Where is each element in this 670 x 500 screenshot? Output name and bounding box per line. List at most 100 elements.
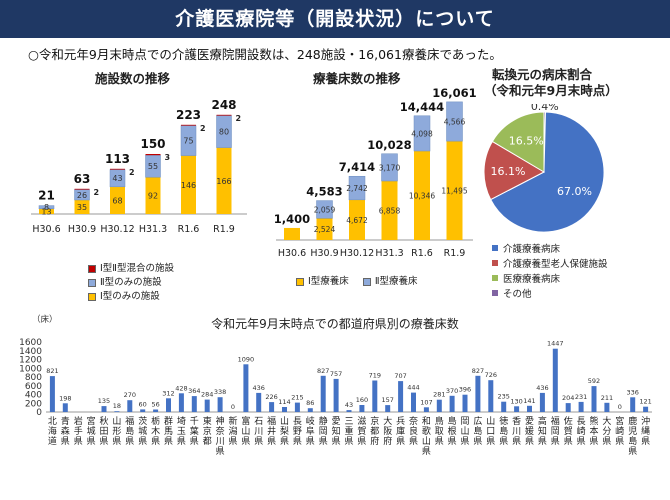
prefecture-label-char: 県: [319, 436, 328, 447]
prefecture-label-char: 賀: [564, 425, 573, 437]
prefecture-label-char: 新: [228, 415, 237, 427]
bar-total-label: 248: [211, 98, 236, 112]
bar-type1: [216, 147, 232, 214]
pie-legend-bullet-2: [492, 274, 498, 281]
prefecture-label-char: 島: [125, 425, 134, 437]
prefecture-bar-value: 60: [139, 400, 147, 408]
prefecture-bar-value: 86: [306, 399, 314, 407]
prefecture-bar-value: 428: [175, 384, 187, 392]
prefecture-label-char: 県: [602, 436, 611, 447]
prefecture-bar: [578, 401, 584, 412]
prefecture-label: 福島県: [125, 415, 134, 447]
prefecture-label-char: 山: [422, 436, 431, 447]
legend-item-type2: Ⅱ型のみの施設: [88, 276, 174, 290]
prefecture-bar: [591, 386, 597, 412]
prefecture-label: 香川県: [512, 416, 521, 447]
pie-slice-health-facility: [483, 140, 546, 201]
bar-value-bed-type1: 10,346: [409, 192, 435, 201]
prefecture-label-char: 形: [112, 425, 121, 437]
prefecture-label-char: 県: [396, 436, 405, 447]
prefecture-label-char: 口: [486, 427, 495, 437]
prefecture-bar-value: 827: [472, 367, 484, 375]
prefecture-label-char: 井: [267, 425, 276, 437]
prefecture-label-char: 森: [61, 425, 70, 437]
prefecture-bar: [243, 364, 249, 412]
prefecture-label: 愛媛県: [525, 415, 534, 447]
prefecture-label: 兵庫県: [396, 415, 405, 447]
prefecture-label-char: 県: [151, 436, 160, 447]
prefecture-label: 埼玉県: [177, 415, 186, 447]
prefecture-bar: [488, 380, 494, 412]
prefecture-bar: [449, 395, 455, 412]
bar-value-type1: 146: [181, 181, 196, 190]
prefecture-label-char: 長: [293, 416, 302, 427]
pie-legend-label-3: その他: [503, 288, 532, 300]
prefecture-bar: [204, 399, 210, 412]
x-tick-label: H30.9: [68, 224, 96, 235]
prefecture-label-char: 和: [422, 416, 431, 427]
legend-item-type1: Ⅰ型のみの施設: [88, 290, 174, 304]
x-tick-label: H30.6: [278, 248, 306, 259]
prefecture-label-char: 県: [112, 436, 121, 447]
prefecture-label-char: 葉: [190, 425, 199, 437]
prefecture-label-char: 県: [267, 436, 276, 447]
prefecture-label: 鳥取県: [435, 415, 444, 447]
bar-value-bed-type1: 6,858: [379, 207, 401, 216]
prefecture-label-char: 児: [628, 426, 637, 437]
prefecture-label: 宮崎県: [615, 415, 624, 447]
prefecture-label-char: 島: [448, 415, 457, 427]
prefecture-label-char: 県: [280, 436, 289, 447]
legend-swatch-mixed: [88, 265, 96, 273]
prefecture-label-char: 梨: [280, 425, 289, 437]
prefecture-label: 山梨県: [280, 416, 289, 447]
prefecture-label: 和歌山県: [422, 416, 431, 457]
prefecture-label: 京都府: [370, 415, 379, 447]
bar-type1: [39, 208, 54, 214]
prefecture-label: 高知県: [538, 415, 547, 447]
prefecture-bar: [552, 348, 558, 412]
prefecture-bar: [565, 403, 571, 412]
prefecture-label: 大阪府: [383, 415, 392, 447]
prefecture-bar: [539, 392, 545, 412]
prefecture-label-char: 県: [241, 436, 250, 447]
bar-value-type2: 8: [44, 203, 49, 212]
prefecture-label-char: 佐: [564, 415, 573, 427]
prefecture-bar-value: 270: [124, 391, 136, 399]
prefecture-bar-value: 707: [394, 372, 406, 380]
legend-item-bed-type2: Ⅱ型療養床: [362, 275, 418, 289]
prefecture-label-char: 川: [254, 427, 263, 437]
prefecture-label-char: 県: [525, 436, 534, 447]
prefecture-bar-value: 135: [98, 397, 110, 405]
prefecture-bar-value: 157: [381, 396, 393, 404]
x-tick-label: R1.6: [411, 248, 433, 259]
prefecture-label: 鹿児島県: [628, 415, 637, 457]
prefecture-label-char: 県: [344, 436, 353, 447]
prefecture-bar-value: 726: [485, 371, 497, 379]
prefecture-label-char: 分: [602, 426, 611, 437]
bar-total-label: 14,444: [400, 100, 444, 114]
x-tick-label: R1.9: [444, 248, 466, 259]
prefecture-label-char: 野: [293, 426, 302, 437]
prefecture-label-char: 山: [112, 416, 121, 427]
prefecture-bar: [462, 394, 468, 412]
prefecture-label: 栃木県: [151, 415, 160, 447]
prefecture-label: 福岡県: [551, 415, 560, 447]
prefecture-label: 徳島県: [499, 415, 508, 447]
prefecture-label-char: 奈: [216, 425, 225, 437]
prefecture-bar: [643, 406, 649, 412]
prefecture-label: 茨城県: [138, 415, 147, 447]
prefecture-bar: [346, 410, 352, 412]
x-tick-label: H31.3: [375, 248, 403, 259]
pie-legend-label-1: 介護療養型老人保健施設: [503, 258, 608, 270]
prefecture-bar-value: 284: [201, 391, 213, 399]
prefecture-bar: [49, 376, 55, 412]
bar-value-bed-type2: 4,098: [411, 129, 433, 138]
prefecture-bar: [372, 380, 378, 412]
prefecture-label-char: 県: [538, 436, 547, 447]
prefecture-bar: [436, 399, 442, 412]
prefecture-label: 広島県: [473, 415, 482, 447]
prefecture-bar: [604, 402, 610, 412]
prefecture-label-char: 取: [435, 426, 444, 437]
